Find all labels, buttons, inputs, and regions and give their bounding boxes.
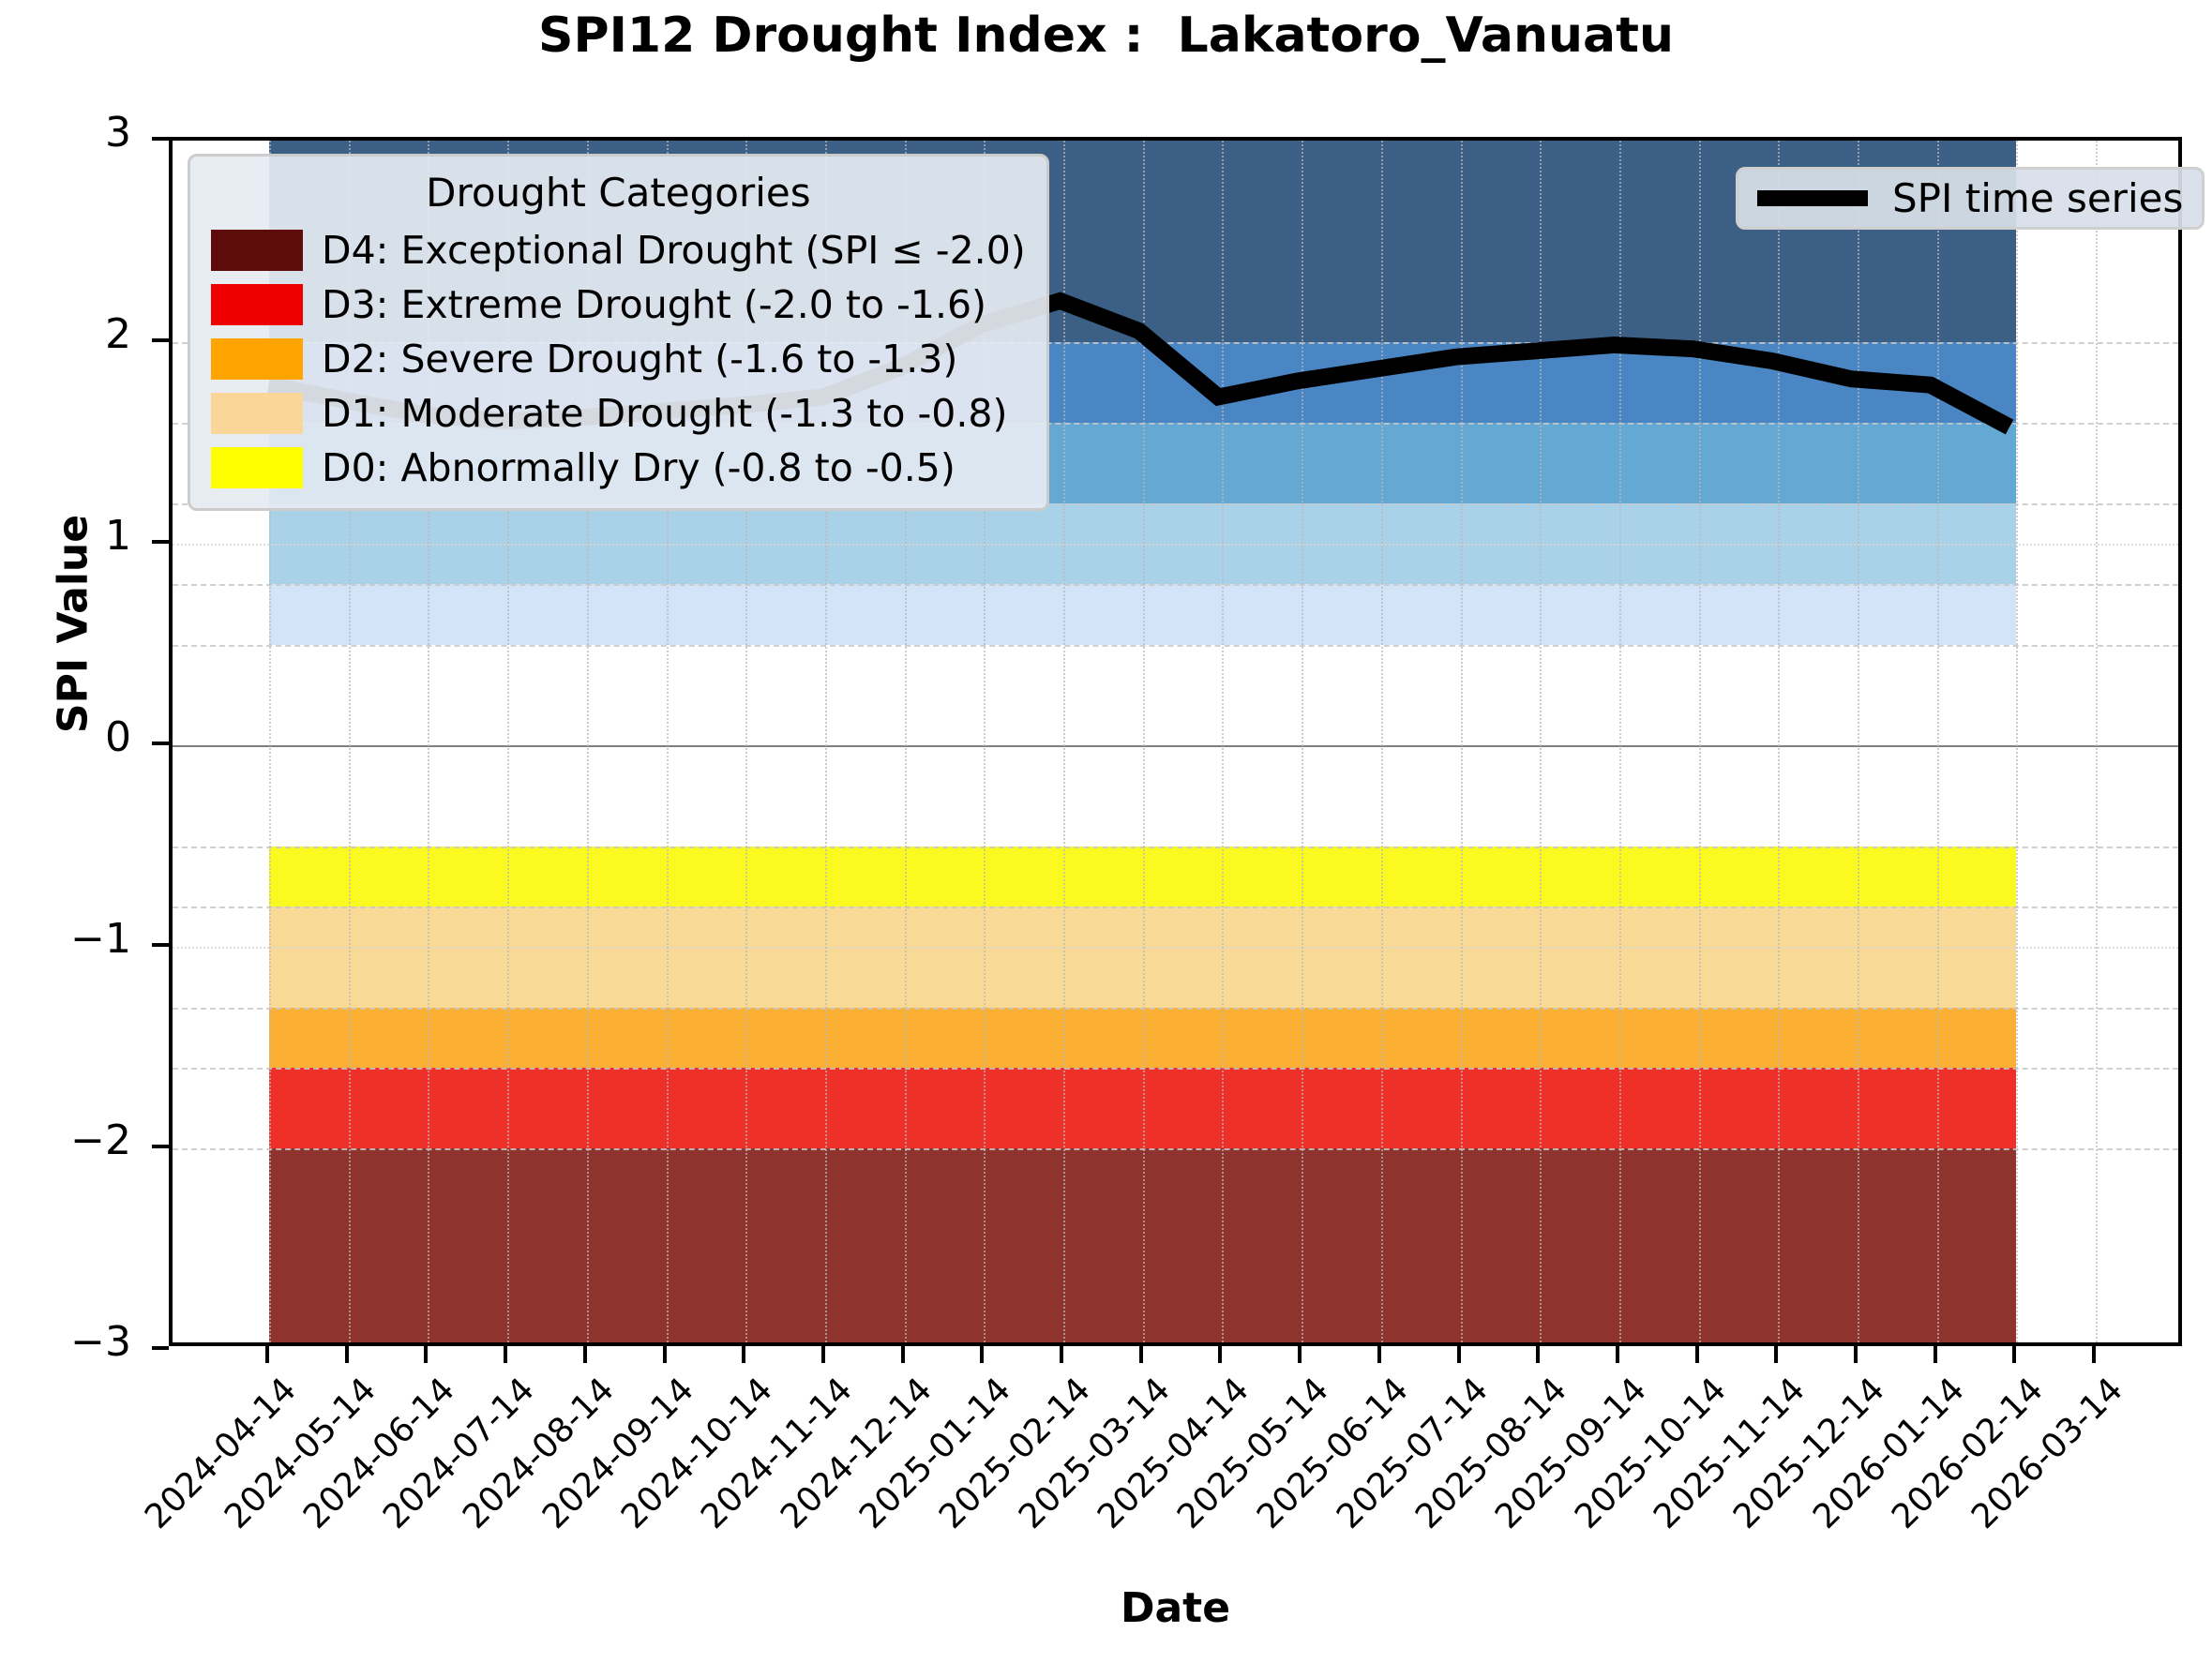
x-tick-mark [820,1346,825,1363]
legend-item-label: D0: Abnormally Dry (-0.8 to -0.5) [322,445,956,490]
legend-item-d4[interactable]: D4: Exceptional Drought (SPI ≤ -2.0) [211,223,1026,277]
legend-item-label: D4: Exceptional Drought (SPI ≤ -2.0) [322,228,1026,273]
gridline-h [173,906,2178,908]
y-tick-mark [152,137,169,141]
x-tick-mark [265,1346,269,1363]
gridline-h [173,342,2178,344]
x-tick-mark [344,1346,349,1363]
legend-item-d0[interactable]: D0: Abnormally Dry (-0.8 to -0.5) [211,441,1026,495]
y-tick-label: 3 [105,109,131,157]
legend-item-label: D3: Extreme Drought (-2.0 to -1.6) [322,282,987,327]
gridline-v [1460,141,1463,1342]
gridline-v [666,141,669,1342]
legend-series[interactable]: SPI time series [1736,167,2205,230]
gridline-v [1778,141,1781,1342]
x-tick-mark [2092,1346,2097,1363]
x-tick-mark [742,1346,746,1363]
legend-title: Drought Categories [426,170,811,216]
y-tick-label: −1 [70,915,131,963]
x-tick-mark [980,1346,985,1363]
gridline-v [824,141,827,1342]
x-tick-mark [1298,1346,1302,1363]
gridline-h [173,1007,2178,1010]
legend-item-d2[interactable]: D2: Severe Drought (-1.6 to -1.3) [211,332,1026,386]
x-tick-mark [582,1346,587,1363]
gridline-h [173,503,2178,505]
legend-swatch-icon [211,230,303,271]
gridline-v [904,141,907,1342]
y-tick-mark [152,1346,169,1350]
legend-swatch-icon [211,393,303,434]
legend-rows: D4: Exceptional Drought (SPI ≤ -2.0) D3: … [211,223,1026,495]
y-tick-mark [152,1145,169,1148]
gridline-h [173,1148,2178,1150]
gridline-h [173,423,2178,425]
gridline-v [1858,141,1859,1342]
gridline-h [173,846,2178,848]
gridline-v [1698,141,1701,1342]
gridline-v [745,141,748,1342]
y-tick-mark [152,742,169,745]
x-tick-mark [1854,1346,1858,1363]
x-tick-mark [1060,1346,1063,1363]
gridline-v [1936,141,1939,1342]
gridline-h-minor [173,544,2178,546]
y-tick-label: 0 [105,713,131,761]
gridline-v [1222,141,1225,1342]
y-tick-mark [152,540,169,544]
legend-drought-categories[interactable]: Drought Categories D4: Exceptional Droug… [188,154,1049,511]
series-line-swatch [1757,190,1868,206]
x-tick-mark [1138,1346,1143,1363]
gridline-v [586,141,589,1342]
x-tick-mark [1456,1346,1461,1363]
y-tick-label: 1 [105,512,131,560]
legend-swatch-icon [211,447,303,488]
x-tick-mark [1615,1346,1619,1363]
x-tick-mark [1536,1346,1541,1363]
gridline-h-minor [173,947,2178,949]
gridline-v [2016,141,2019,1342]
legend-item-label: D2: Severe Drought (-1.6 to -1.3) [322,337,958,382]
y-tick-mark [152,943,169,947]
x-tick-mark [1774,1346,1779,1363]
legend-item-d1[interactable]: D1: Moderate Drought (-1.3 to -0.8) [211,386,1026,441]
x-tick-mark [662,1346,667,1363]
x-tick-mark [900,1346,905,1363]
y-tick-label: −2 [70,1116,131,1164]
x-tick-mark [504,1346,508,1363]
x-axis-label: Date [1120,1584,1231,1632]
x-tick-mark [1218,1346,1223,1363]
legend-item-label: D1: Moderate Drought (-1.3 to -0.8) [322,391,1008,436]
gridline-v [507,141,510,1342]
gridline-h [173,1068,2178,1070]
y-tick-label: 2 [105,310,131,358]
gridline-v [1302,141,1304,1342]
gridline-v [984,141,986,1342]
gridline-v [428,141,430,1342]
gridline-v [1618,141,1621,1342]
gridline-v [1142,141,1145,1342]
x-tick-mark [1377,1346,1381,1363]
y-tick-mark [152,338,169,342]
gridline-v [269,141,271,1342]
page-title: SPI12 Drought Index : Lakatoro_Vanuatu [538,7,1674,64]
gridline-v [1063,141,1065,1342]
y-tick-label: −3 [70,1318,131,1366]
gridline-h [173,584,2178,586]
gridline-v [1380,141,1383,1342]
gridline-h [173,644,2178,647]
gridline-v [1540,141,1542,1342]
legend-item-d3[interactable]: D3: Extreme Drought (-2.0 to -1.6) [211,277,1026,332]
x-tick-mark [2012,1346,2017,1363]
legend-swatch-icon [211,338,303,380]
x-tick-mark [424,1346,429,1363]
gridline-v [2096,141,2099,1342]
zero-line [173,745,2178,747]
gridline-v [348,141,351,1342]
legend-swatch-icon [211,284,303,325]
series-legend-label: SPI time series [1892,175,2184,221]
x-tick-mark [1694,1346,1699,1363]
x-tick-mark [1933,1346,1937,1363]
